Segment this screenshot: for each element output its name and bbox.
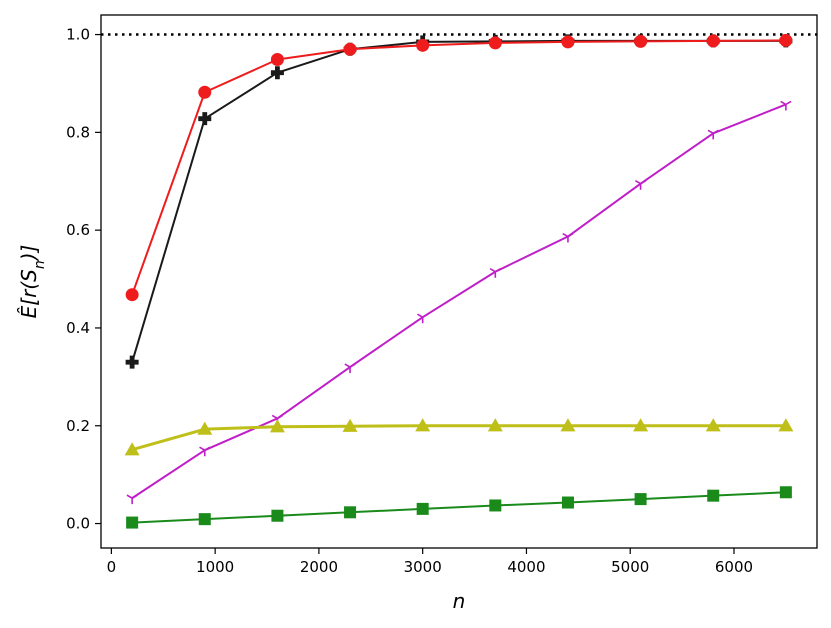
y-tick-label-0: 0.0 [66,515,90,533]
series-1-point-0 [125,288,139,302]
y-tick-label-4: 0.8 [66,123,90,141]
x-tick-label-5: 5000 [611,558,649,576]
series-1-point-1 [198,85,212,99]
series-2 [126,100,792,505]
series-4-point-7 [634,493,647,506]
series-3-point-3 [342,418,358,432]
series-2-point-8 [707,129,719,140]
series-3-point-6 [560,418,576,432]
series-4-point-3 [344,506,357,519]
series-1 [125,33,793,302]
y-tick-label-5: 1.0 [66,26,90,44]
series-4-point-8 [707,489,720,502]
series-1-point-2 [270,52,284,66]
plot-area [101,33,817,529]
series-0-point-1 [198,112,212,126]
series-4 [126,486,792,529]
series-4-point-6 [561,496,574,509]
series-1-point-9 [779,33,793,47]
series-3-point-9 [778,418,794,432]
y-tick-label-1: 0.2 [66,417,90,435]
series-4-point-5 [489,499,502,512]
series-1-point-3 [343,42,357,56]
series-1-point-5 [488,36,502,50]
series-4-point-9 [779,486,792,499]
series-1-point-6 [561,35,575,49]
series-4-point-1 [198,513,211,526]
series-1-line [131,39,786,296]
series-4-point-4 [416,502,429,515]
x-tick-label-6: 6000 [715,558,753,576]
axes: 0 1000 2000 3000 4000 5000 6000 0.0 0.2 0.4 0.6 0.8… [66,14,818,576]
series-2-point-0 [126,494,138,505]
series-3 [124,418,794,456]
series-2-point-9 [780,100,792,111]
series-0-point-2 [270,66,284,80]
y-axis-label-text: Ê[r(Sn)] [17,245,48,319]
series-1-point-8 [706,34,720,48]
series-2-point-4 [417,313,429,324]
x-tick-label-1: 1000 [196,558,234,576]
series-3-line [131,424,786,452]
series-2-point-1 [199,446,211,457]
series-4-line [132,491,786,524]
x-tick-label-3: 3000 [404,558,442,576]
series-3-point-1 [197,421,213,435]
series-2-point-7 [634,180,647,190]
series-1-point-7 [634,34,648,48]
series-group [101,33,817,529]
x-tick-label-0: 0 [107,558,117,576]
x-axis-label: n [453,589,466,613]
y-tick-label-2: 0.4 [66,319,90,337]
series-1-point-4 [416,38,430,52]
y-tick-label-3: 0.6 [66,221,90,239]
series-3-point-7 [633,418,649,432]
series-3-point-8 [705,418,721,432]
series-2-point-5 [489,268,501,278]
series-2-line [131,103,787,499]
series-0-point-0 [125,355,139,369]
axes-frame [100,14,818,549]
series-2-point-3 [344,363,356,374]
y-axis-label: Ê[r(Sn)] [17,245,48,319]
series-2-point-6 [562,232,574,243]
x-tick-label-2: 2000 [300,558,338,576]
series-3-point-4 [415,418,431,432]
series-4-point-2 [271,509,284,522]
series-3-point-0 [124,442,140,456]
series-3-point-2 [269,419,285,433]
series-4-point-0 [126,516,139,529]
series-3-point-5 [487,418,503,432]
x-tick-label-4: 4000 [507,558,545,576]
